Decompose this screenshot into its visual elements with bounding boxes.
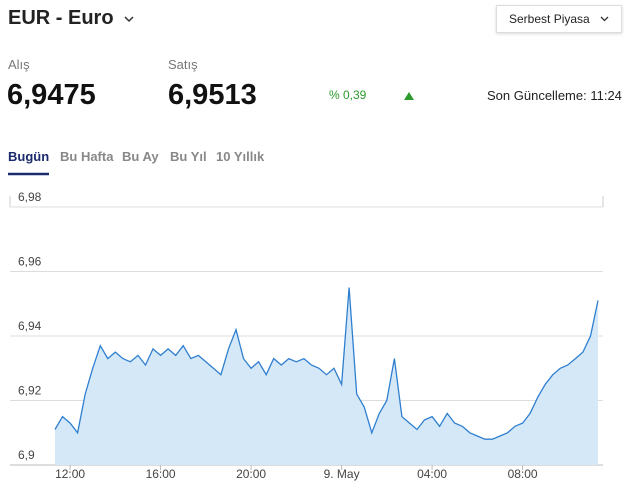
y-tick-label: 6,98 (18, 190, 42, 204)
buy-label: Alış (8, 57, 30, 72)
x-tick-label: 9. May (324, 467, 360, 481)
sell-label: Satış (168, 57, 198, 72)
y-tick-label: 6,96 (18, 255, 42, 269)
tab[interactable]: 10 Yıllık (216, 149, 265, 164)
line (54, 287, 599, 440)
tab[interactable]: Bugün (8, 149, 50, 164)
area (55, 287, 598, 465)
x-tick-label: 16:00 (146, 467, 176, 481)
x-tick-label: 04:00 (417, 467, 447, 481)
x-tick-label: 12:00 (55, 467, 85, 481)
dropdown-icon[interactable] (124, 16, 134, 23)
currency-title[interactable]: EUR - Euro (8, 7, 114, 29)
change: % 0,39 (329, 88, 367, 102)
tab[interactable]: Bu Ay (122, 149, 159, 164)
dropdown-icon[interactable] (600, 16, 609, 22)
buy-price: 6,9475 (7, 79, 96, 111)
up-arrow (404, 92, 414, 100)
market-select[interactable] (496, 5, 622, 33)
y-tick-label: 6,92 (18, 384, 42, 398)
tab[interactable]: Bu Hafta (60, 149, 114, 164)
x-tick-label: 20:00 (236, 467, 266, 481)
y-tick-label: 6,94 (18, 319, 42, 333)
tab[interactable]: Bu Yıl (170, 149, 207, 164)
x-tick-label: 08:00 (508, 467, 538, 481)
sell-price: 6,9513 (168, 79, 257, 111)
y-tick-label: 6,9 (18, 448, 35, 462)
market-label[interactable]: Serbest Piyasa (509, 12, 590, 26)
last-update: Son Güncelleme: 11:24 (487, 88, 622, 103)
